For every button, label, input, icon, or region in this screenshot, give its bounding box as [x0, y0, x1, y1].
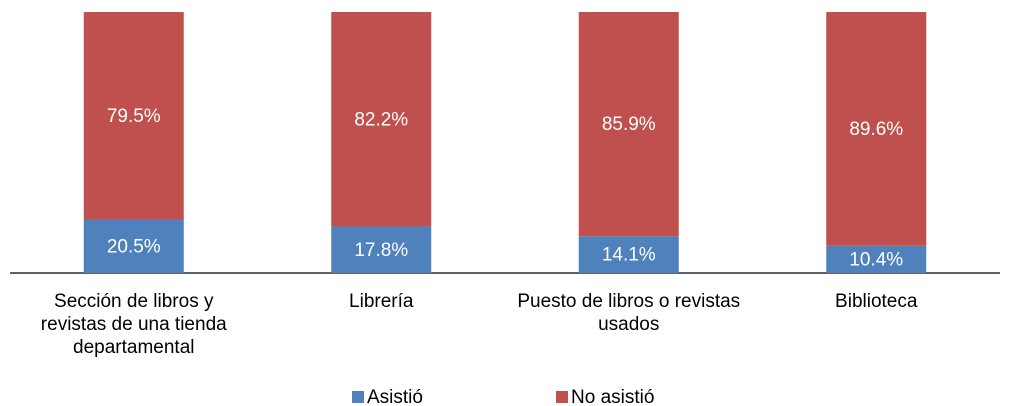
- bar-segment: [826, 12, 927, 246]
- bar-segment: [83, 219, 184, 273]
- data-label: 10.4%: [849, 249, 903, 270]
- legend-label: Asistió: [367, 387, 423, 406]
- data-label: 89.6%: [849, 119, 903, 140]
- bar-segment: [578, 236, 679, 273]
- data-label: 17.8%: [354, 240, 408, 261]
- x-tick-label: Puesto de libros o revistas usados: [517, 291, 741, 335]
- data-label: 82.2%: [354, 109, 408, 130]
- data-label: 14.1%: [602, 245, 656, 266]
- bar-segment: [331, 226, 432, 273]
- x-tick-label: Biblioteca: [835, 291, 918, 312]
- bar-segment: [331, 12, 432, 227]
- bar-segment: [83, 12, 184, 220]
- data-label: 79.5%: [107, 106, 161, 127]
- legend-swatch: [556, 391, 568, 403]
- legend-label: No asistió: [571, 387, 654, 406]
- legend-swatch: [352, 391, 364, 403]
- data-label: 85.9%: [602, 114, 656, 135]
- bar-segment: [826, 245, 927, 273]
- bar-segment: [578, 12, 679, 237]
- x-tick-label: Sección de libros y revistas de una tien…: [40, 291, 227, 358]
- data-label: 20.5%: [107, 236, 161, 257]
- x-tick-label: Librería: [349, 291, 414, 312]
